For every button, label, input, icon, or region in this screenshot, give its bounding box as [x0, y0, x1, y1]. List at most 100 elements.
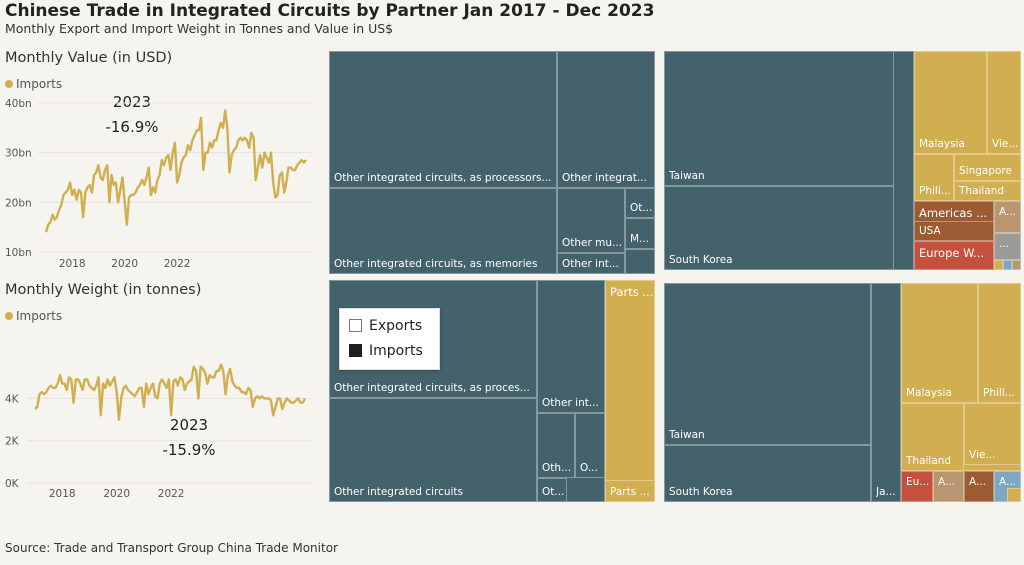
treemap-cell-label: South Korea [669, 254, 733, 266]
x-tick-label: 2022 [164, 258, 191, 270]
treemap-cell[interactable]: Phili... [914, 154, 954, 201]
treemap-cell-label: Vie... [969, 449, 996, 461]
page-subtitle: Monthly Export and Import Weight in Tonn… [5, 21, 394, 36]
treemap-cell[interactable]: Ja... [871, 283, 901, 502]
y-tick-label: 40bn [5, 98, 32, 110]
treemap-cell[interactable]: Other int... [557, 253, 625, 274]
treemap-cell[interactable] [994, 260, 1003, 270]
weight-legend-label: Imports [16, 309, 63, 323]
treemap-cell[interactable]: Taiwan [664, 51, 894, 186]
treemap-cell[interactable]: Other integrated circuits [329, 398, 537, 502]
imports-series-line[interactable] [44, 109, 307, 233]
treemap-cell[interactable]: A... [994, 201, 1021, 233]
value-line-chart[interactable]: 10bn 20bn 30bn 40bn 2018 2020 2022 [0, 95, 320, 275]
treemap-weight-partners[interactable]: Asia Pacific N. E. AsiaTaiwanSouth Korea… [664, 283, 1021, 502]
treemap-cell[interactable]: Malaysia [901, 283, 978, 403]
toggle-imports-label: Imports [369, 343, 423, 359]
treemap-cell-label: Parts ... [610, 486, 650, 498]
treemap-cell[interactable]: Europe W... [914, 241, 994, 270]
treemap-cell[interactable]: Vie... [987, 51, 1021, 154]
treemap-cell[interactable]: Vie... [964, 403, 1021, 465]
treemap-cell[interactable]: O... [575, 413, 605, 478]
treemap-cell-label: Thailand [959, 185, 1005, 197]
treemap-cell-label: Taiwan [669, 170, 705, 182]
treemap-cell[interactable]: Malaysia [914, 51, 987, 154]
treemap-cell-label: Taiwan [669, 429, 705, 441]
legend-dot-icon [5, 80, 13, 88]
treemap-cell-label: USA [919, 225, 941, 237]
treemap-cell-label: Other int... [542, 397, 599, 409]
treemap-cell[interactable]: Eu... [901, 471, 933, 502]
treemap-cell-label: A... [938, 476, 956, 488]
treemap-cell-label: A... [999, 476, 1017, 488]
treemap-cell[interactable]: Other integrated circuits, as memories [329, 188, 557, 274]
treemap-cell-label: Other integrated circuits [334, 486, 464, 498]
y-tick-label: 4K [5, 393, 20, 405]
treemap-cell[interactable]: Other integrat... [557, 51, 655, 188]
treemap-cell-label: Vie... [992, 138, 1019, 150]
treemap-cell-label: Parts ... [610, 285, 654, 299]
treemap-cell-label: Malaysia [906, 387, 952, 399]
x-tick-label: 2020 [103, 488, 130, 500]
treemap-cell[interactable]: Other mu... [557, 188, 625, 253]
treemap-cell[interactable]: Singapore [954, 154, 1021, 181]
treemap-cell-label: Phili... [983, 387, 1015, 399]
treemap-cell[interactable] [1007, 488, 1021, 502]
toggle-imports-option[interactable]: Imports [349, 343, 423, 361]
treemap-value-partners[interactable]: Asia Pacific N. E. AsiaTaiwanSouth Korea… [664, 51, 1021, 270]
treemap-cell[interactable]: Thailand [954, 181, 1021, 201]
y-tick-label: 30bn [5, 148, 32, 160]
treemap-cell-label: Ja... [876, 486, 896, 498]
treemap-cell[interactable] [625, 249, 655, 274]
treemap-cell-label: O... [580, 462, 598, 474]
y-tick-label: 20bn [5, 197, 32, 209]
value-legend-label: Imports [16, 77, 63, 91]
source-note: Source: Trade and Transport Group China … [5, 541, 338, 555]
treemap-cell-label: Phili... [919, 185, 951, 197]
treemap-cell-label: Ot... [542, 486, 565, 498]
treemap-cell[interactable] [1003, 260, 1012, 270]
treemap-cell[interactable]: M... [625, 218, 655, 249]
treemap-cell-label: Europe W... [919, 246, 985, 260]
treemap-cell-label: Other int... [562, 258, 619, 270]
treemap-cell[interactable]: Parts ... [605, 480, 655, 502]
treemap-cell[interactable]: ... [994, 233, 1021, 260]
toggle-exports-label: Exports [369, 318, 423, 334]
treemap-cell-label: ... [999, 238, 1010, 250]
treemap-cell[interactable]: A... [964, 471, 994, 502]
treemap-cell[interactable]: Other integrated circuits, as processors… [329, 51, 557, 188]
treemap-cell[interactable]: Ot... [625, 188, 655, 218]
treemap-cell[interactable]: Taiwan [664, 283, 871, 445]
treemap-cell[interactable]: Phili... [978, 283, 1021, 403]
treemap-cell-label: Other integrated circuits, as memories [334, 258, 538, 270]
treemap-cell-label: Oth... [542, 462, 572, 474]
weight-annotation-year: 2023 [169, 416, 209, 434]
x-tick-label: 2018 [59, 258, 86, 270]
treemap-cell[interactable]: Oth... [537, 413, 575, 478]
treemap-cell[interactable] [1012, 260, 1021, 270]
treemap-cell[interactable]: A... [933, 471, 964, 502]
treemap-cell[interactable]: South Korea [664, 186, 894, 270]
weight-line-chart[interactable]: 0K 2K 4K 2018 2020 2022 [0, 330, 320, 502]
treemap-cell[interactable]: Parts ... [605, 280, 655, 502]
weight-chart-title: Monthly Weight (in tonnes) [5, 282, 202, 298]
x-tick-label: 2018 [49, 488, 76, 500]
weight-chart-legend[interactable]: Imports [5, 309, 62, 323]
toggle-exports-option[interactable]: Exports [349, 318, 422, 336]
treemap-cell-label: M... [630, 233, 650, 245]
treemap-cell-label: Other integrat... [562, 172, 647, 184]
treemap-cell[interactable]: South Korea [664, 445, 871, 502]
treemap-cell[interactable]: USA [914, 221, 994, 241]
treemap-cell[interactable]: Thailand [901, 403, 964, 471]
exports-imports-toggle[interactable]: Exports Imports [339, 308, 440, 370]
treemap-cell[interactable]: Other int... [537, 280, 605, 413]
value-chart-legend[interactable]: Imports [5, 77, 62, 91]
legend-dot-icon [5, 312, 13, 320]
treemap-cell-label: Thailand [906, 455, 952, 467]
value-annotation-year: 2023 [112, 93, 152, 111]
treemap-cell-label: Malaysia [919, 138, 965, 150]
imports-series-line[interactable] [34, 363, 307, 421]
treemap-cell[interactable]: Ot... [537, 478, 567, 502]
treemap-cell-label: Ot... [630, 202, 653, 214]
